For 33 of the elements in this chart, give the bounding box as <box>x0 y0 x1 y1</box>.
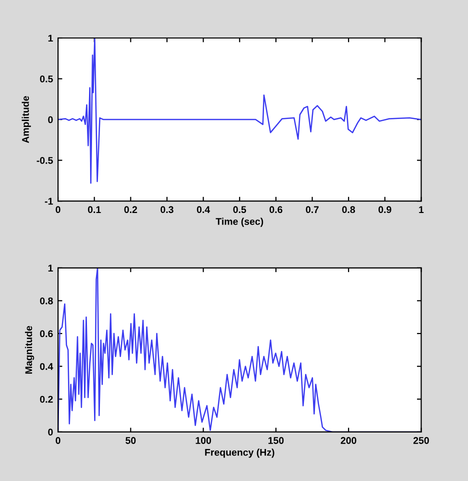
x-tick-label: 0.3 <box>160 206 174 214</box>
x-tick-label: 250 <box>413 437 429 444</box>
x-tick-label: 0.9 <box>378 206 392 214</box>
y-tick-label: 0 <box>48 116 53 124</box>
y-tick-label: -1 <box>44 198 53 205</box>
x-tick-label: 0.8 <box>342 206 356 214</box>
y-tick-label: 1 <box>48 34 53 42</box>
y-tick-label: 0.8 <box>40 297 53 304</box>
y-axis-title: Amplitude <box>22 96 31 144</box>
x-tick-label: 1 <box>419 206 424 213</box>
y-tick-label: 0 <box>48 428 53 436</box>
x-tick-label: 50 <box>126 437 136 444</box>
y-axis-title: Magnitude <box>24 326 34 374</box>
y-tick-label: 0.6 <box>40 330 53 338</box>
y-tick-label: -0.5 <box>36 157 53 164</box>
line-series <box>58 268 422 432</box>
x-tick-label: 150 <box>268 437 284 444</box>
x-axis-title: Time (sec) <box>216 218 264 227</box>
y-tick-label: 1 <box>48 264 53 272</box>
x-tick-label: 0.2 <box>124 206 138 214</box>
x-tick-label: 0.7 <box>306 206 319 214</box>
x-tick-label: 0 <box>56 437 60 444</box>
x-tick-label: 200 <box>340 437 356 444</box>
y-tick-label: 0.4 <box>40 363 54 370</box>
x-tick-label: 0.6 <box>270 206 282 214</box>
x-axis-title: Frequency (Hz) <box>205 448 274 458</box>
x-tick-label: 0.1 <box>88 206 101 214</box>
x-tick-label: 0 <box>56 206 60 214</box>
x-tick-label: 100 <box>196 437 212 444</box>
y-tick-label: 0.5 <box>40 76 53 82</box>
x-tick-label: 0.5 <box>233 206 246 214</box>
y-tick-label: 0.2 <box>40 396 53 403</box>
x-tick-label: 0.4 <box>196 206 210 214</box>
